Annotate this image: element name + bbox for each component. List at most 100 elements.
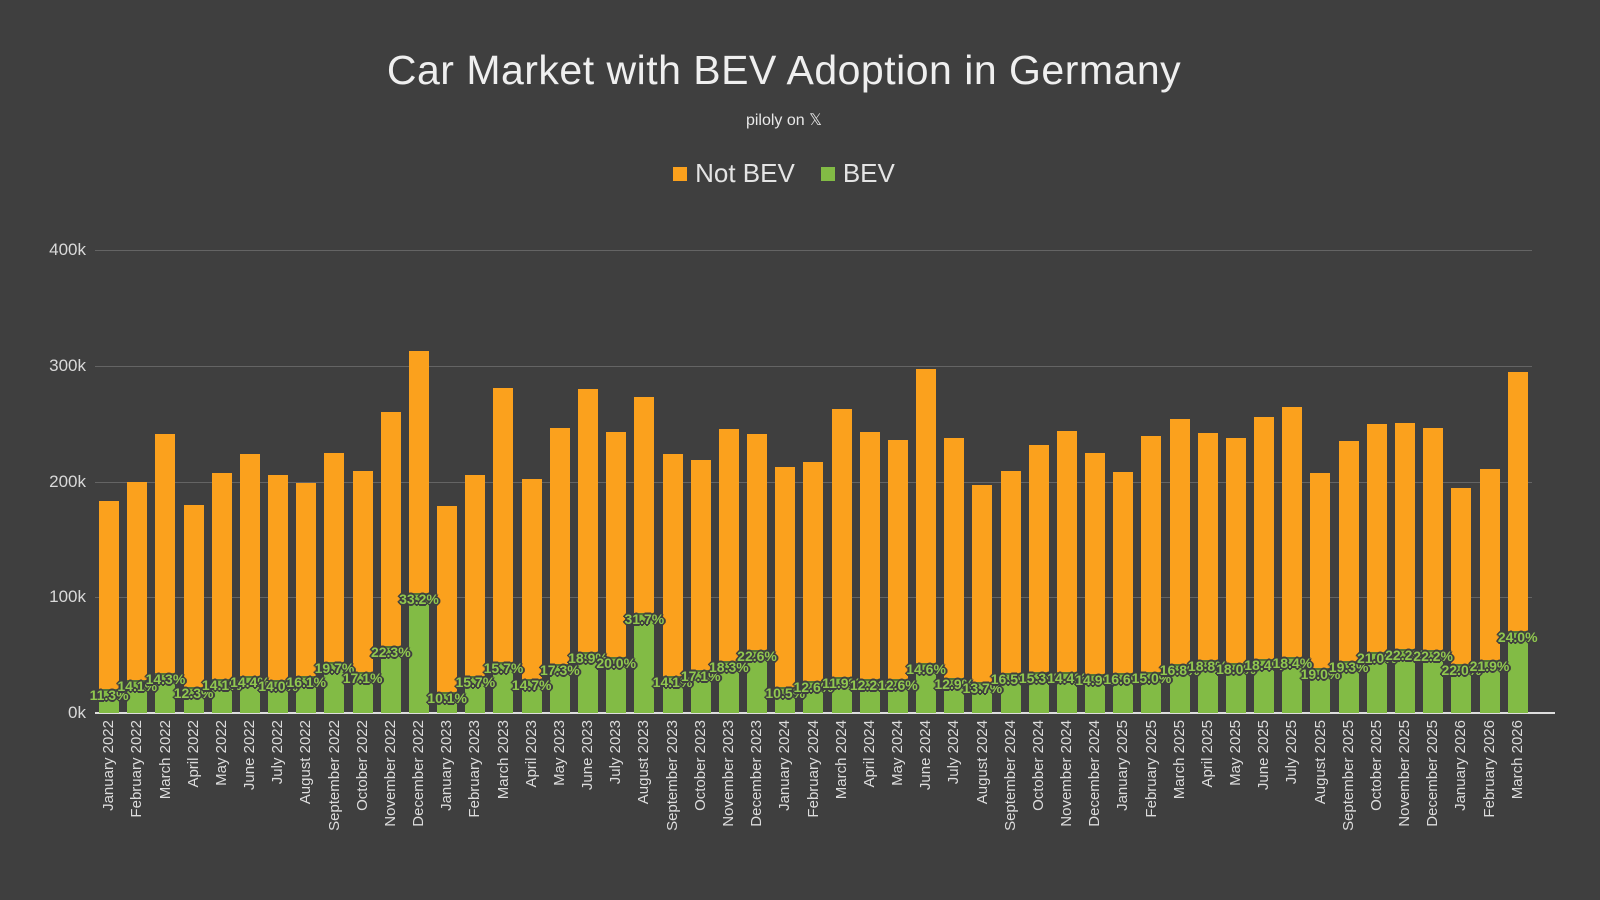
not-bev-segment (775, 466, 796, 688)
not-bev-segment (1113, 472, 1134, 673)
bev-share-label: 18.0% (1216, 661, 1256, 678)
not-bev-segment (408, 350, 429, 593)
bar-february-2023[interactable] (465, 474, 486, 713)
bar-october-2023[interactable] (690, 459, 711, 713)
bev-segment (155, 673, 176, 713)
bev-segment (127, 680, 148, 713)
bar-september-2023[interactable] (662, 453, 683, 713)
bar-july-2023[interactable] (606, 431, 627, 713)
bar-november-2022[interactable] (380, 412, 401, 713)
bar-march-2024[interactable] (831, 408, 852, 713)
x-axis-label-cell: July 2022 (264, 720, 292, 831)
bar-slot-may-2024: 12.6% (878, 250, 918, 713)
bar-december-2025[interactable] (1423, 428, 1444, 713)
bar-september-2025[interactable] (1338, 441, 1359, 713)
chart-subtitle: piloly on 𝕏 (745, 112, 823, 129)
bar-september-2022[interactable] (324, 452, 345, 713)
bar-may-2024[interactable] (887, 439, 908, 713)
bar-april-2024[interactable] (859, 431, 880, 713)
bar-november-2025[interactable] (1394, 422, 1415, 713)
bar-january-2023[interactable] (437, 505, 458, 713)
bev-share-label: 16.8% (1159, 661, 1200, 678)
bev-segment (1056, 672, 1077, 713)
bar-august-2025[interactable] (1310, 473, 1331, 713)
bar-march-2026[interactable] (1507, 371, 1528, 713)
x-axis-label: May 2023 (550, 720, 568, 786)
not-bev-segment (1169, 419, 1190, 664)
x-axis-label-cell: June 2025 (1250, 720, 1278, 831)
bar-may-2025[interactable] (1225, 437, 1246, 713)
bar-november-2023[interactable] (718, 429, 739, 713)
bar-january-2022[interactable] (99, 501, 120, 713)
bev-share-label: 21.0% (1356, 650, 1397, 667)
bar-october-2025[interactable] (1366, 423, 1387, 713)
bar-july-2025[interactable] (1282, 407, 1303, 713)
bev-share-label: 14.4% (230, 673, 270, 690)
not-bev-segment (1197, 432, 1218, 661)
bar-january-2024[interactable] (775, 466, 796, 713)
bar-march-2023[interactable] (493, 387, 514, 713)
bar-august-2022[interactable] (296, 482, 317, 713)
bar-april-2022[interactable] (183, 504, 204, 713)
bar-december-2024[interactable] (1085, 452, 1106, 713)
bar-february-2022[interactable] (127, 481, 148, 713)
bar-december-2022[interactable] (408, 350, 429, 713)
bev-segment (99, 689, 120, 713)
bar-july-2022[interactable] (268, 474, 289, 713)
bev-share-label: 14.0% (258, 677, 298, 694)
bar-august-2024[interactable] (972, 485, 993, 713)
bar-slot-june-2022: 14.4% (230, 250, 270, 713)
not-bev-segment (1254, 416, 1275, 659)
bar-august-2023[interactable] (634, 397, 655, 713)
bar-june-2024[interactable] (916, 369, 937, 713)
x-axis-label: October 2022 (353, 720, 371, 811)
not-bev-segment (1507, 371, 1528, 631)
bar-slot-january-2022: 11.3% (90, 250, 129, 713)
bar-march-2022[interactable] (155, 434, 176, 713)
bar-march-2025[interactable] (1169, 419, 1190, 713)
bar-june-2025[interactable] (1254, 416, 1275, 713)
bev-segment (775, 687, 796, 713)
x-axis-label-cell: February 2025 (1137, 720, 1165, 831)
bar-slot-february-2025: 15.0% (1132, 250, 1171, 713)
bar-october-2022[interactable] (352, 471, 373, 713)
bar-may-2022[interactable] (211, 473, 232, 713)
not-bev-segment (887, 439, 908, 679)
x-axis-label: December 2022 (410, 720, 428, 827)
x-axis-label-cell: March 2024 (827, 720, 855, 831)
x-axis-line (95, 712, 1555, 714)
bar-february-2024[interactable] (803, 461, 824, 713)
bar-december-2023[interactable] (747, 434, 768, 713)
bar-slot-august-2025: 19.0% (1301, 250, 1340, 713)
bev-segment (606, 656, 627, 713)
x-axis-label: November 2025 (1396, 720, 1414, 827)
bar-june-2023[interactable] (578, 388, 598, 713)
y-axis-label: 0k (68, 703, 86, 722)
bar-slot-november-2024: 14.4% (1047, 250, 1087, 713)
bar-slot-march-2024: 11.9% (822, 250, 861, 713)
bar-july-2024[interactable] (944, 437, 965, 713)
bar-october-2024[interactable] (1028, 444, 1049, 713)
y-axis-label: 300k (49, 355, 86, 375)
bar-january-2026[interactable] (1451, 488, 1472, 713)
bar-april-2025[interactable] (1197, 432, 1218, 713)
bar-february-2025[interactable] (1141, 436, 1162, 713)
x-axis-label-cell: May 2024 (884, 720, 912, 831)
bar-slot-february-2024: 12.6% (794, 250, 833, 713)
bar-september-2024[interactable] (1000, 471, 1021, 713)
bev-segment (972, 681, 993, 713)
bar-june-2022[interactable] (239, 453, 260, 713)
bev-segment (521, 678, 542, 713)
x-axis-label-cell: May 2025 (1222, 720, 1250, 831)
bar-february-2026[interactable] (1479, 468, 1500, 713)
bar-april-2023[interactable] (521, 479, 542, 713)
bar-november-2024[interactable] (1056, 430, 1077, 713)
bar-may-2023[interactable] (549, 428, 570, 713)
bar-january-2025[interactable] (1113, 472, 1134, 713)
x-axis-label-cell: May 2023 (546, 720, 574, 831)
bev-segment (324, 661, 345, 713)
not-bev-segment (1000, 471, 1021, 674)
not-bev-segment (1366, 423, 1387, 653)
x-axis-label-cell: June 2022 (236, 720, 264, 831)
bev-share-label: 18.8% (1187, 658, 1228, 675)
